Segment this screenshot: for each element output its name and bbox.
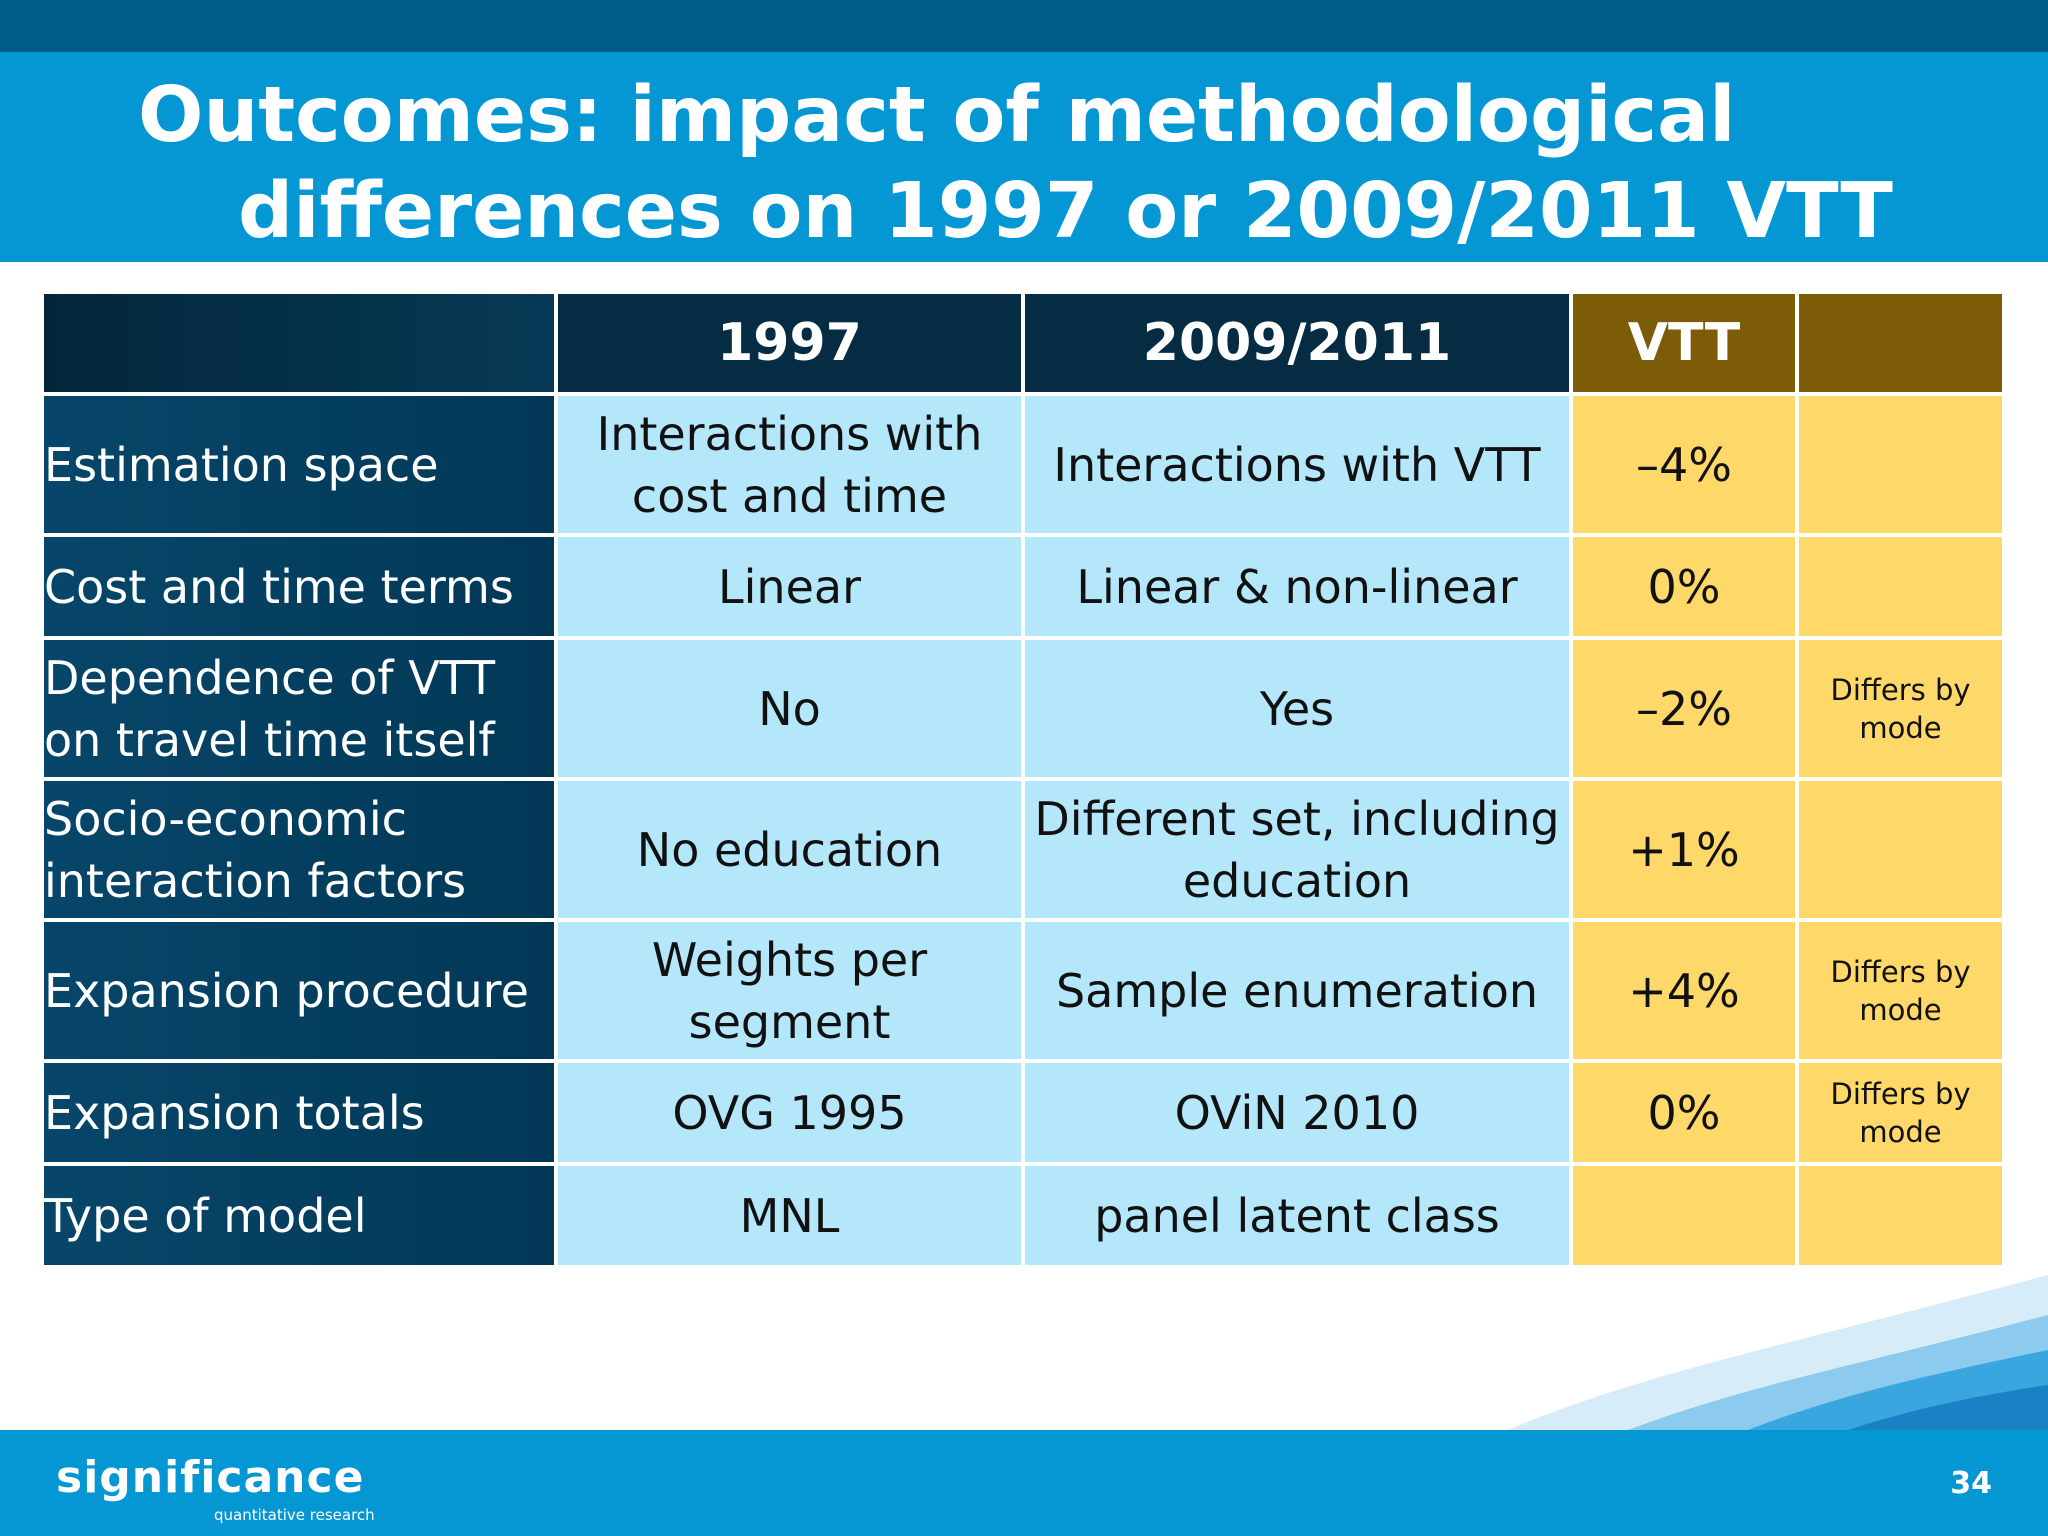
header-2009-2011: 2009/2011 (1025, 294, 1569, 392)
row-label: Expansion totals (44, 1063, 554, 1162)
table-row: Estimation space Interactions with cost … (44, 396, 2002, 533)
cell-2009-2011: Yes (1025, 640, 1569, 777)
table-row: Dependence of VTT on travel time itself … (44, 640, 2002, 777)
cell-vtt: +1% (1573, 781, 1795, 918)
company-logo-tagline: quantitative research (214, 1506, 375, 1524)
slide-title-line-2: differences on 1997 or 2009/2011 VTT (238, 167, 1893, 256)
cell-1997: Interactions with cost and time (558, 396, 1021, 533)
header-vtt: VTT (1573, 294, 1795, 392)
cell-note (1799, 1166, 2002, 1265)
table-row: Socio-economic interaction factors No ed… (44, 781, 2002, 918)
cell-note (1799, 537, 2002, 636)
cell-vtt: 0% (1573, 1063, 1795, 1162)
cell-1997: Linear (558, 537, 1021, 636)
company-logo: significance (56, 1452, 365, 1503)
comparison-table: 1997 2009/2011 VTT Estimation space Inte… (40, 290, 2006, 1269)
header-note (1799, 294, 2002, 392)
row-label: Expansion procedure (44, 922, 554, 1059)
page-number: 34 (1950, 1466, 1992, 1501)
cell-vtt: 0% (1573, 537, 1795, 636)
cell-2009-2011: Interactions with VTT (1025, 396, 1569, 533)
header-corner-cell (44, 294, 554, 392)
cell-vtt: +4% (1573, 922, 1795, 1059)
cell-2009-2011: OViN 2010 (1025, 1063, 1569, 1162)
slide-title-line-1: Outcomes: impact of methodological (138, 71, 1736, 160)
cell-vtt (1573, 1166, 1795, 1265)
row-label: Dependence of VTT on travel time itself (44, 640, 554, 777)
cell-1997: No education (558, 781, 1021, 918)
cell-1997: Weights per segment (558, 922, 1021, 1059)
cell-note: Differs by mode (1799, 640, 2002, 777)
cell-note: Differs by mode (1799, 1063, 2002, 1162)
header-1997: 1997 (558, 294, 1021, 392)
cell-2009-2011: Different set, including education (1025, 781, 1569, 918)
cell-1997: MNL (558, 1166, 1021, 1265)
cell-note (1799, 781, 2002, 918)
cell-note (1799, 396, 2002, 533)
table-row: Cost and time terms Linear Linear & non-… (44, 537, 2002, 636)
row-label: Cost and time terms (44, 537, 554, 636)
cell-2009-2011: panel latent class (1025, 1166, 1569, 1265)
top-strip (0, 0, 2048, 52)
cell-2009-2011: Linear & non-linear (1025, 537, 1569, 636)
cell-note: Differs by mode (1799, 922, 2002, 1059)
row-label: Estimation space (44, 396, 554, 533)
wave-graphic (1508, 1275, 2048, 1430)
cell-1997: No (558, 640, 1021, 777)
cell-vtt: –2% (1573, 640, 1795, 777)
row-label: Socio-economic interaction factors (44, 781, 554, 918)
cell-2009-2011: Sample enumeration (1025, 922, 1569, 1059)
slide-title: Outcomes: impact of methodological diffe… (138, 68, 1893, 260)
footer-bar: significance quantitative research 34 (0, 1430, 2048, 1536)
cell-1997: OVG 1995 (558, 1063, 1021, 1162)
cell-vtt: –4% (1573, 396, 1795, 533)
table-header-row: 1997 2009/2011 VTT (44, 294, 2002, 392)
row-label: Type of model (44, 1166, 554, 1265)
table-row: Expansion totals OVG 1995 OViN 2010 0% D… (44, 1063, 2002, 1162)
title-bar: Outcomes: impact of methodological diffe… (0, 52, 2048, 262)
table-row: Expansion procedure Weights per segment … (44, 922, 2002, 1059)
table-row: Type of model MNL panel latent class (44, 1166, 2002, 1265)
decorative-wave (1208, 1255, 2048, 1430)
